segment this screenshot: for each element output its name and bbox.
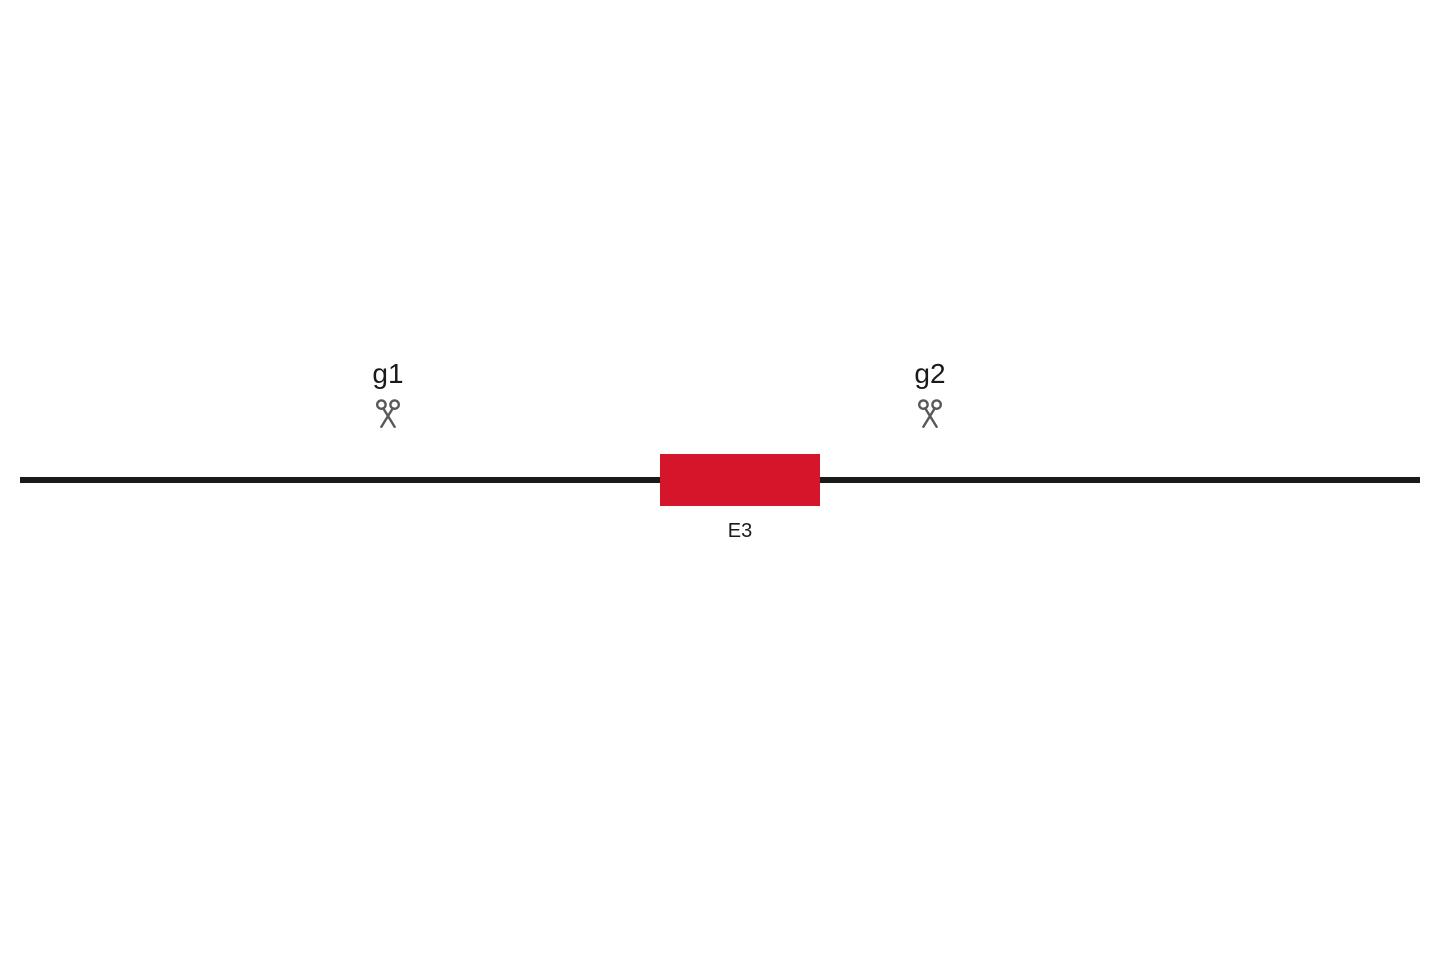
gene-diagram: E3 g1 g2 [0, 0, 1440, 960]
exon-label: E3 [728, 520, 752, 543]
exon-box [660, 454, 820, 506]
guide-label-g1: g1 [372, 358, 403, 390]
scissors-icon [373, 398, 403, 428]
guide-label-g2: g2 [914, 358, 945, 390]
scissors-icon [915, 398, 945, 428]
